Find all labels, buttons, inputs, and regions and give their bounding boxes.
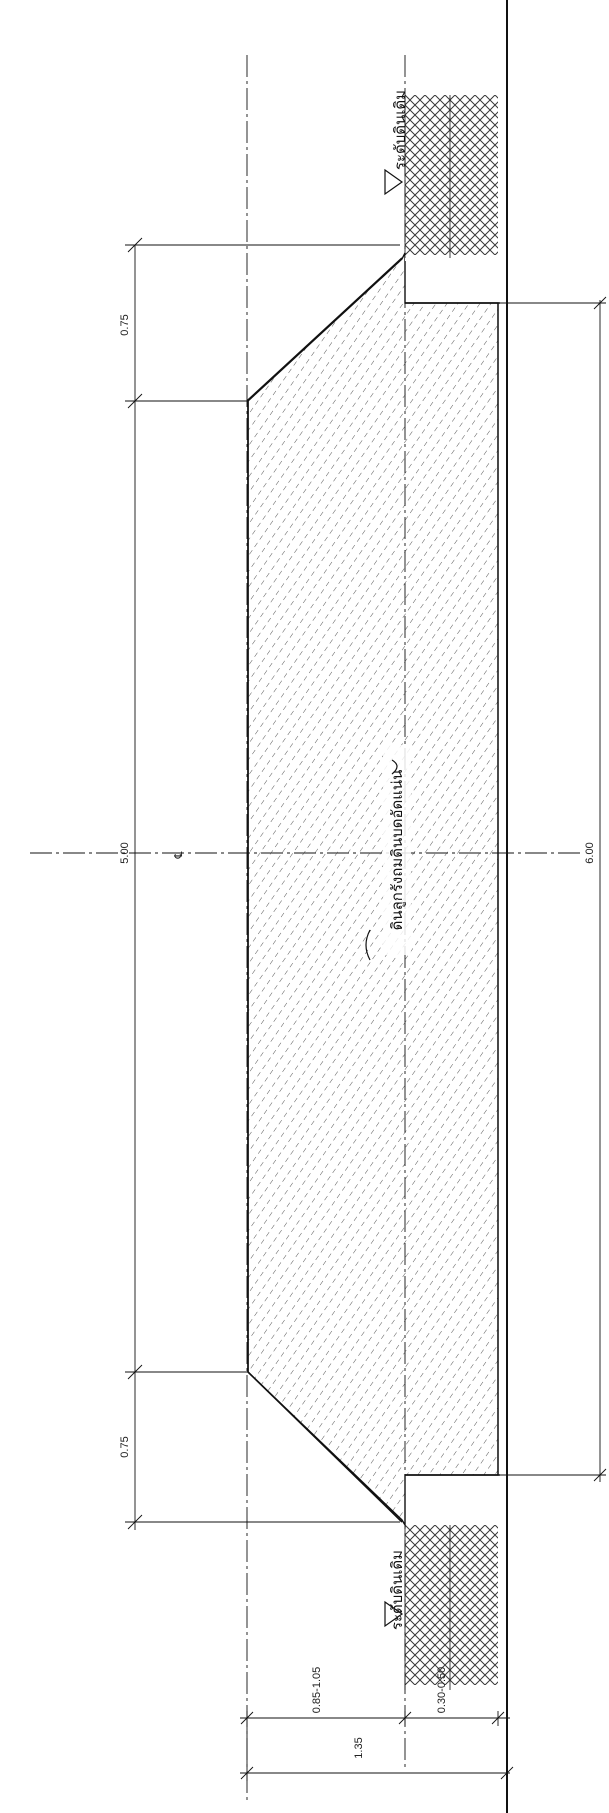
fill-material-label: ดินลูกรังถมดินบดอัดแน่น bbox=[388, 770, 406, 931]
original-soil-top bbox=[404, 95, 498, 261]
embankment-fill bbox=[247, 252, 499, 1528]
dimension-chain-height bbox=[240, 1711, 514, 1781]
dim-total-height: 1.35 bbox=[353, 1737, 365, 1758]
centerline-symbol: ℄ bbox=[173, 851, 185, 859]
ground-level-marker-bottom bbox=[384, 1600, 404, 1628]
dim-slope-top: 0.75 bbox=[119, 314, 131, 335]
ground-level-label-bottom: ระดับดินเดิม bbox=[388, 1550, 406, 1630]
ground-level-marker-top bbox=[384, 168, 404, 196]
dim-base-width: 6.00 bbox=[584, 842, 596, 863]
fill-material-bracket bbox=[365, 759, 398, 961]
embankment-outline bbox=[247, 257, 403, 1523]
dimension-chain-base bbox=[498, 296, 607, 1482]
dim-slope-bottom: 0.75 bbox=[119, 1436, 131, 1457]
ground-level-label-top: ระดับดินเดิม bbox=[391, 90, 409, 170]
original-soil-bottom bbox=[404, 1525, 498, 1690]
dim-excavation-depth: 0.30-0.50 bbox=[436, 1667, 448, 1713]
dim-top-width: 5.00 bbox=[119, 842, 131, 863]
dim-fill-height: 0.85-1.05 bbox=[311, 1667, 323, 1713]
dimension-chain-top bbox=[125, 237, 400, 1530]
